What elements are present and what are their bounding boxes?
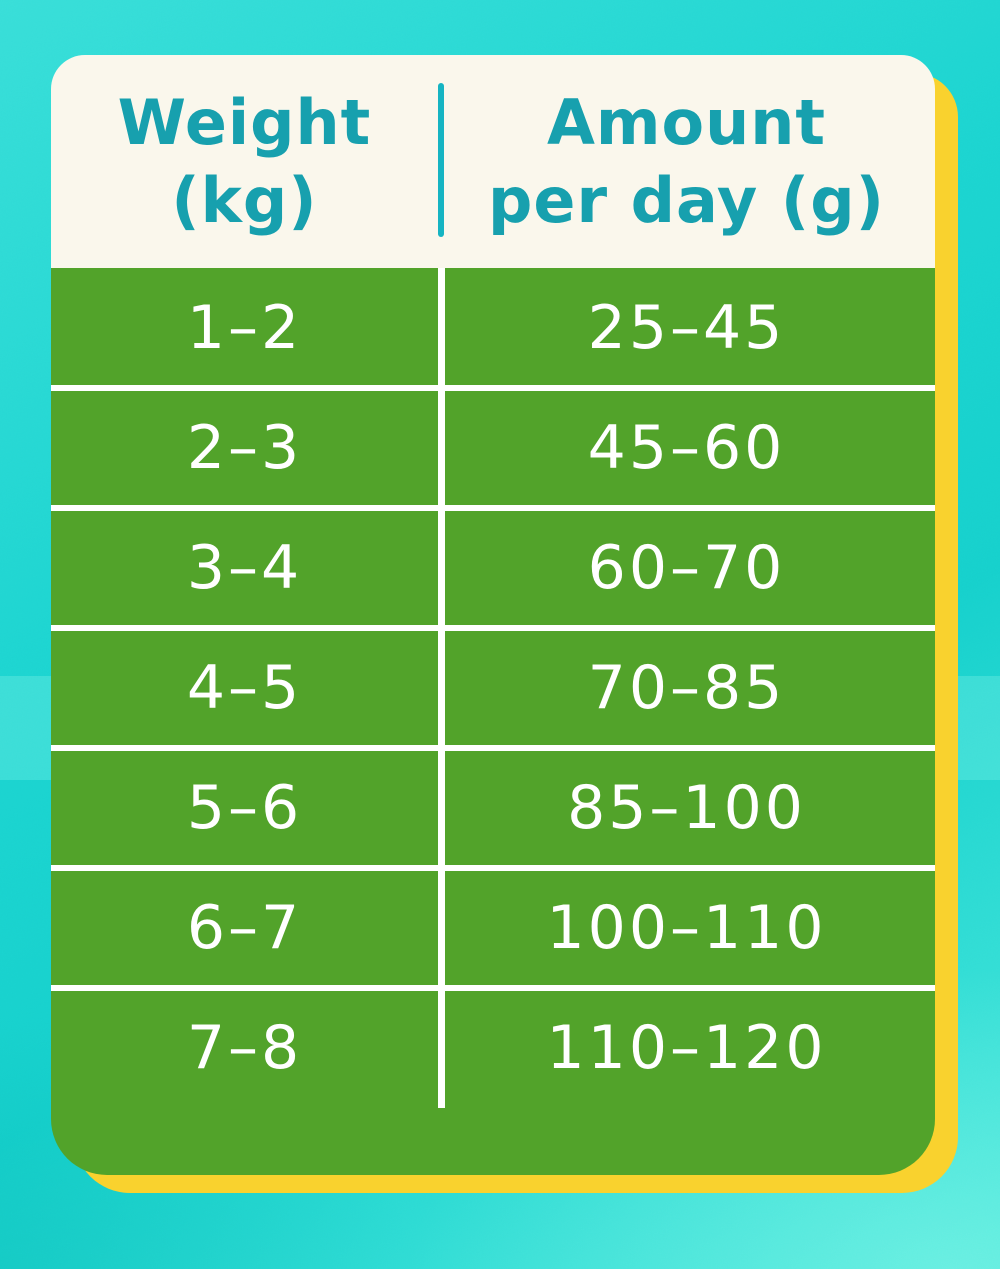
- table-row: 2–3 45–60: [51, 388, 935, 508]
- weight-cell: 2–3: [186, 413, 303, 483]
- amount-cell: 60–70: [587, 533, 786, 603]
- header-amount: Amount per day (g): [438, 55, 935, 268]
- weight-cell: 6–7: [186, 893, 303, 963]
- row-divider: [51, 505, 935, 511]
- table-row: 1–2 25–45: [51, 268, 935, 388]
- row-divider: [51, 745, 935, 751]
- amount-cell: 110–120: [546, 1013, 827, 1083]
- weight-cell: 4–5: [186, 653, 303, 723]
- feeding-guide-card: Weight (kg) Amount per day (g) 1–2 25–45…: [51, 55, 935, 1175]
- table-header: Weight (kg) Amount per day (g): [51, 55, 935, 268]
- amount-cell: 45–60: [587, 413, 786, 483]
- table-body: 1–2 25–45 2–3 45–60 3–4 60–70 4–5 70–85 …: [51, 268, 935, 1175]
- row-divider: [51, 985, 935, 991]
- row-divider: [51, 625, 935, 631]
- body-column-divider: [438, 268, 445, 1108]
- amount-cell: 100–110: [546, 893, 827, 963]
- table-row: 4–5 70–85: [51, 628, 935, 748]
- header-weight-line2: (kg): [171, 163, 318, 237]
- weight-cell: 7–8: [186, 1013, 303, 1083]
- table-row: 7–8 110–120: [51, 988, 935, 1108]
- header-column-divider: [438, 83, 444, 237]
- amount-cell: 25–45: [587, 293, 786, 363]
- header-weight: Weight (kg): [51, 55, 438, 268]
- amount-cell: 70–85: [587, 653, 786, 723]
- table-row: 3–4 60–70: [51, 508, 935, 628]
- weight-cell: 1–2: [186, 293, 303, 363]
- weight-cell: 5–6: [186, 773, 303, 843]
- row-divider: [51, 865, 935, 871]
- row-divider: [51, 385, 935, 391]
- amount-cell: 85–100: [567, 773, 806, 843]
- header-amount-line1: Amount: [546, 85, 827, 159]
- header-weight-line1: Weight: [117, 85, 372, 159]
- table-row: 5–6 85–100: [51, 748, 935, 868]
- weight-cell: 3–4: [186, 533, 303, 603]
- table-row: 6–7 100–110: [51, 868, 935, 988]
- header-amount-line2: per day (g): [488, 163, 885, 237]
